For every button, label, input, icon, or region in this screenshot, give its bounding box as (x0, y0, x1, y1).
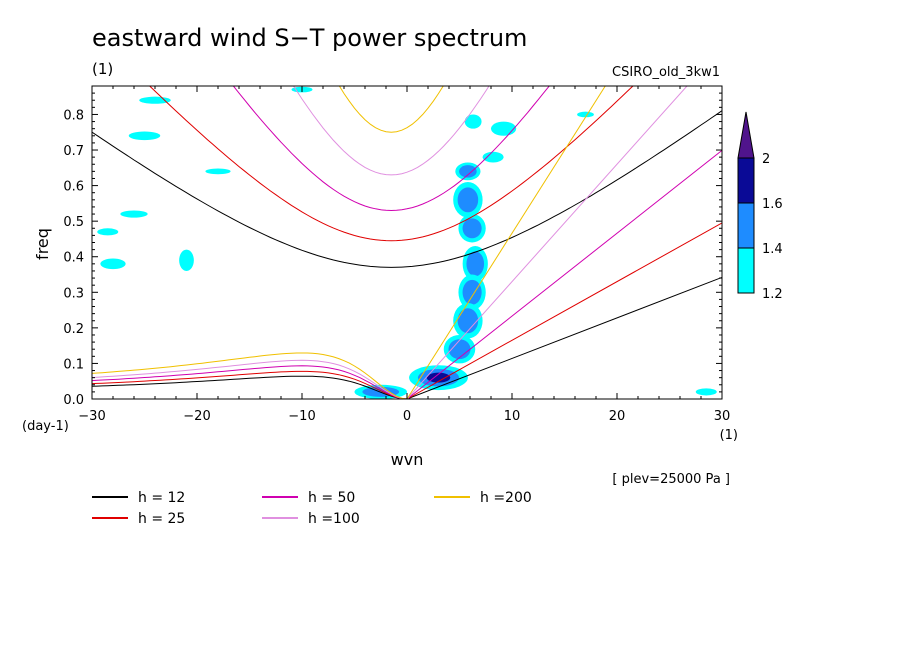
colorbar-level-label: 1.2 (762, 287, 783, 302)
x-tick-label: −20 (183, 409, 210, 424)
plev-note: [ plev=25000 Pa ] (612, 472, 730, 487)
x-axis-label: wvn (391, 450, 424, 469)
dispersion-curves (92, 86, 722, 399)
legend-label: h =100 (308, 511, 360, 527)
power-region (466, 251, 485, 277)
power-region (695, 388, 717, 396)
kelvin-wave-line (406, 276, 722, 399)
rossby-wave-curve (92, 370, 408, 399)
rossby-wave-curve (92, 365, 408, 399)
power-region (462, 218, 482, 239)
kelvin-wave-line (406, 222, 722, 399)
power-region (128, 131, 161, 141)
power-shading (97, 86, 717, 399)
x-unit-label: (1) (720, 428, 738, 443)
power-region (426, 372, 451, 383)
colorbar: 1.2 1.4 1.6 2 (737, 111, 783, 302)
power-region (97, 228, 119, 236)
rossby-wave-curve (92, 352, 408, 399)
y-tick-label: 0.7 (63, 144, 84, 159)
y-unit-label: (day-1) (22, 419, 69, 434)
power-region (462, 279, 482, 305)
legend-label: h = 50 (308, 490, 355, 506)
gravity-wave-curve (292, 86, 490, 176)
y-axis-label: freq (33, 228, 52, 260)
power-region (179, 249, 194, 271)
power-region (205, 168, 231, 175)
legend-label: h = 25 (138, 511, 185, 527)
power-region (459, 165, 477, 178)
kelvin-wave-line (406, 86, 606, 399)
x-tick-label: 0 (403, 409, 411, 424)
x-tick-label: 20 (609, 409, 626, 424)
colorbar-level-label: 1.4 (762, 242, 783, 257)
power-region (448, 339, 471, 360)
chart-subtitle-left: (1) (92, 60, 113, 78)
colorbar-level-label: 1.6 (762, 197, 783, 212)
power-region (100, 258, 126, 270)
power-region (482, 151, 504, 163)
x-tick-label: −10 (288, 409, 315, 424)
y-tick-label: 0.2 (63, 322, 84, 337)
rossby-wave-curve (92, 359, 408, 399)
power-region (457, 308, 479, 334)
x-tick-label: 30 (714, 409, 731, 424)
colorbar-segment (737, 157, 755, 204)
kelvin-wave-line (406, 86, 688, 399)
power-region (120, 210, 148, 218)
y-tick-label: 0.1 (63, 357, 84, 372)
axis-ticks: −30 −20 −10 0 10 20 30 0.0 0.1 0.2 0.3 0.4 0.5 0.6 0.7… (63, 85, 731, 424)
plot-frame (91, 85, 723, 400)
legend-label: h =200 (480, 490, 532, 506)
y-tick-label: 0.5 (63, 215, 84, 230)
colorbar-segment (737, 202, 755, 249)
y-tick-label: 0.8 (63, 108, 84, 123)
colorbar-segment (737, 247, 755, 294)
legend-label: h = 12 (138, 490, 185, 506)
colorbar-extend-arrow (737, 111, 755, 159)
colorbar-level-label: 2 (762, 152, 770, 167)
power-region (139, 96, 171, 104)
chart-title: eastward wind S−T power spectrum (92, 24, 527, 52)
power-region (464, 114, 482, 129)
x-tick-label: −30 (78, 409, 105, 424)
power-region (577, 111, 594, 118)
y-tick-label: 0.4 (63, 251, 84, 266)
y-tick-label: 0.6 (63, 180, 84, 195)
power-region (457, 187, 479, 213)
gravity-wave-curve (148, 86, 634, 242)
gravity-wave-curve (92, 110, 722, 268)
y-tick-label: 0.0 (63, 393, 84, 408)
y-tick-label: 0.3 (63, 286, 84, 301)
rossby-wave-curve (92, 375, 408, 399)
kelvin-wave-line (406, 149, 722, 399)
gravity-wave-curve (338, 86, 444, 133)
x-tick-label: 10 (504, 409, 521, 424)
chart-subtitle-right: CSIRO_old_3kw1 (612, 65, 720, 80)
gravity-wave-curve (232, 86, 550, 212)
legend: h = 12 h = 25 h = 50 h =100 h =200 (92, 490, 532, 527)
power-region (491, 121, 517, 136)
